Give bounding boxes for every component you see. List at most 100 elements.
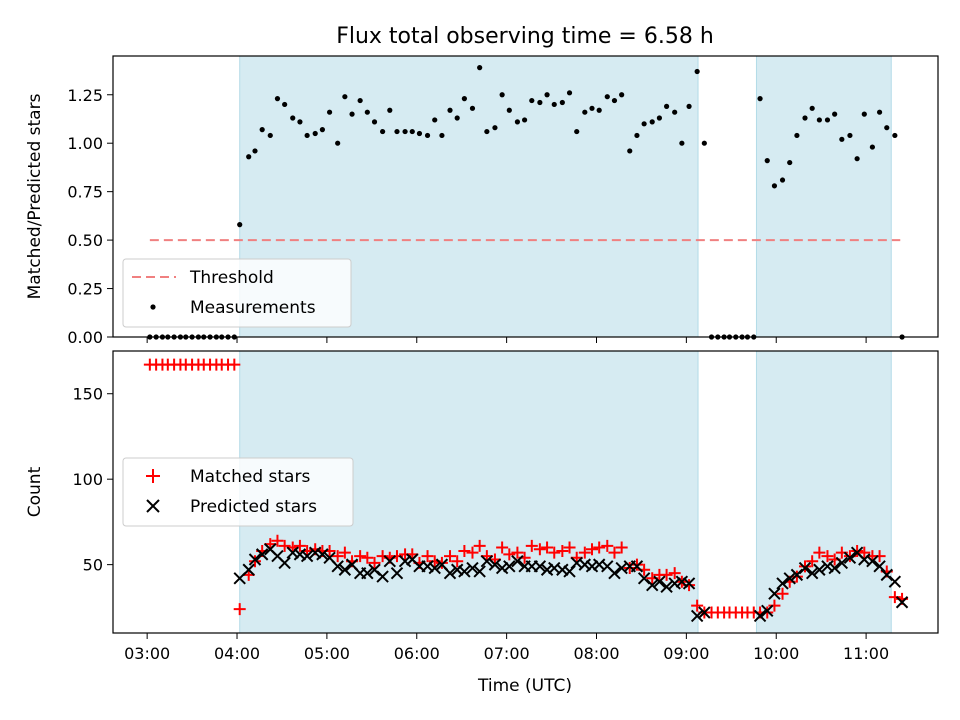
matched-stars-point bbox=[368, 556, 381, 569]
measurements-point bbox=[252, 148, 258, 154]
measurements-point bbox=[237, 222, 243, 228]
measurements-point bbox=[589, 105, 595, 111]
x-tick-label: 11:00 bbox=[843, 644, 889, 663]
matched-stars-point bbox=[563, 541, 576, 554]
measurements-point bbox=[604, 94, 610, 100]
predicted-stars-point bbox=[308, 546, 322, 559]
predicted-stars-point bbox=[248, 553, 262, 566]
y-tick-label: 0.75 bbox=[67, 183, 103, 202]
predicted-stars-point bbox=[835, 556, 849, 570]
matched-stars-point bbox=[331, 550, 344, 563]
predicted-stars-point bbox=[798, 561, 812, 575]
predicted-stars-point bbox=[383, 555, 397, 568]
x-tick-label: 08:00 bbox=[573, 644, 619, 663]
predicted-stars-point bbox=[776, 577, 789, 590]
measurements-point bbox=[582, 109, 588, 115]
measurements-point bbox=[522, 117, 528, 123]
predicted-stars-point bbox=[690, 609, 704, 623]
matched-stars-point bbox=[248, 555, 261, 568]
predicted-stars-point bbox=[675, 575, 689, 588]
predicted-stars-point bbox=[300, 549, 314, 563]
matched-stars-point bbox=[806, 555, 819, 568]
predicted-stars-point bbox=[466, 561, 479, 575]
measurements-point bbox=[282, 101, 288, 108]
threshold-legend-label: Threshold bbox=[189, 268, 274, 288]
measurements-point bbox=[656, 115, 663, 121]
ratio-panel: 0.00 0.25 0.50 0.75 1.00 1.25 Matched/Predict… bbox=[25, 55, 939, 347]
measurements-point bbox=[371, 119, 378, 125]
matched-stars-point bbox=[660, 568, 673, 581]
predicted-stars-point bbox=[895, 596, 909, 609]
predicted-stars-point bbox=[338, 563, 352, 576]
measurements-point bbox=[701, 140, 707, 146]
measurements-point bbox=[544, 92, 550, 98]
measurements-point bbox=[649, 119, 655, 125]
predicted-stars-point bbox=[495, 561, 509, 575]
matched-stars-point bbox=[623, 562, 636, 575]
measurements-point bbox=[267, 132, 273, 139]
matched-stars-point bbox=[668, 567, 681, 580]
chart-title: Flux total observing time = 6.58 h bbox=[336, 24, 714, 49]
matched-stars-point bbox=[451, 555, 464, 568]
measurements-point bbox=[380, 128, 386, 135]
predicted-stars-point bbox=[608, 566, 621, 580]
measurements-point bbox=[364, 109, 370, 115]
measurements-point bbox=[764, 158, 770, 164]
x-tick-label: 05:00 bbox=[304, 644, 350, 663]
matched-legend-label: Matched stars bbox=[190, 467, 310, 487]
measurements-point bbox=[484, 128, 490, 135]
measurements-point bbox=[847, 132, 853, 139]
x-tick-label: 07:00 bbox=[484, 644, 530, 663]
matched-stars-point bbox=[421, 550, 434, 563]
x-tick-label: 09:00 bbox=[663, 644, 709, 663]
y-tick-label: 50 bbox=[83, 556, 103, 575]
measurements-point bbox=[854, 156, 860, 162]
predicted-stars-point bbox=[805, 566, 819, 580]
matched-stars-point bbox=[496, 541, 509, 554]
matched-stars-point bbox=[593, 541, 606, 554]
matched-stars-point bbox=[228, 358, 241, 371]
measurements-point bbox=[290, 115, 296, 121]
measurements-point bbox=[694, 68, 700, 75]
matched-stars-point bbox=[293, 539, 306, 552]
count-legend: Matched stars Predicted stars bbox=[122, 457, 354, 527]
matched-stars-point bbox=[473, 539, 486, 552]
measurements-point bbox=[447, 107, 453, 113]
predicted-stars-point bbox=[682, 577, 696, 590]
measurements-point bbox=[771, 183, 778, 189]
measurements-point bbox=[514, 119, 521, 125]
measurements-point bbox=[839, 136, 845, 142]
x-tick-label: 10:00 bbox=[753, 644, 799, 663]
predicted-stars-point bbox=[761, 604, 774, 617]
measurements-point bbox=[816, 117, 822, 123]
predicted-stars-point bbox=[866, 555, 879, 568]
measurements-point bbox=[439, 132, 445, 139]
predicted-stars-point bbox=[653, 575, 666, 588]
measurements-point bbox=[641, 121, 647, 127]
measurements-point bbox=[794, 132, 800, 139]
matched-stars-point bbox=[858, 546, 871, 559]
measurements-point bbox=[454, 115, 460, 121]
measurements-point bbox=[357, 97, 363, 104]
measurements-point bbox=[892, 132, 898, 139]
measurements-point bbox=[596, 107, 602, 113]
matched-stars-point bbox=[503, 548, 516, 561]
y-tick-label: 1.00 bbox=[67, 134, 103, 153]
measurements-legend-label: Measurements bbox=[190, 298, 316, 318]
predicted-stars-point bbox=[376, 570, 389, 583]
predicted-legend-label: Predicted stars bbox=[190, 497, 317, 517]
matched-stars-point bbox=[630, 558, 643, 571]
measurements-point bbox=[246, 154, 252, 160]
matched-stars-point bbox=[691, 599, 704, 612]
measurements-point bbox=[259, 127, 265, 133]
measurements-point bbox=[663, 103, 670, 109]
predicted-stars-point bbox=[255, 548, 269, 561]
predicted-stars-point bbox=[668, 577, 681, 590]
y-tick-label: 0.25 bbox=[67, 280, 103, 299]
y-tick-label: 1.25 bbox=[67, 86, 103, 105]
observing-window-2 bbox=[755, 55, 892, 338]
matched-stars-point bbox=[790, 570, 803, 583]
predicted-stars-point bbox=[503, 560, 516, 573]
matched-stars-point bbox=[361, 551, 374, 564]
measurements-point bbox=[461, 96, 467, 102]
